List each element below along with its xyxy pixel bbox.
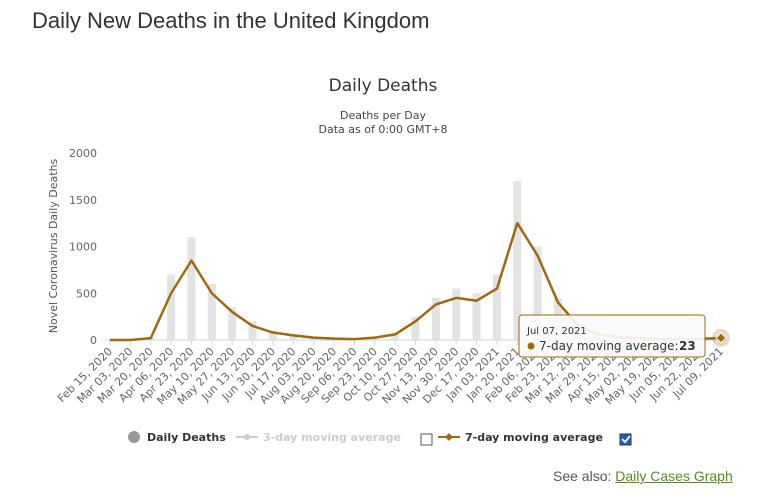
y-tick-label: 1000 xyxy=(69,241,97,254)
legend-label[interactable]: Daily Deaths xyxy=(147,431,226,444)
legend-checkbox[interactable] xyxy=(619,433,632,446)
chart-subtitle: Deaths per Day xyxy=(340,109,426,122)
tooltip-value: 23 xyxy=(679,339,696,353)
legend-icon xyxy=(244,434,250,440)
legend-icon xyxy=(128,431,140,443)
chart-title: Daily Deaths xyxy=(329,76,438,96)
tooltip-label: 7-day moving average: xyxy=(539,339,679,353)
daily-bar xyxy=(533,246,542,340)
legend-label[interactable]: 7-day moving average xyxy=(465,431,603,444)
daily-bar xyxy=(228,307,237,340)
daily-bar xyxy=(472,293,481,340)
checkmark xyxy=(621,435,631,444)
daily-bar xyxy=(207,283,216,340)
daily-cases-link[interactable]: Daily Cases Graph xyxy=(615,468,733,484)
y-axis-label: Novel Coronavirus Daily Deaths xyxy=(47,158,60,333)
legend-checkbox[interactable] xyxy=(420,433,433,446)
tooltip-date: Jul 07, 2021 xyxy=(526,326,587,337)
y-tick-label: 2000 xyxy=(69,147,97,160)
y-tick-label: 0 xyxy=(90,334,97,347)
daily-bar xyxy=(452,288,461,340)
daily-bar xyxy=(411,316,420,340)
y-tick-label: 1500 xyxy=(69,194,97,207)
tooltip xyxy=(518,314,706,358)
see-also-label: See also: xyxy=(553,468,612,484)
daily-bar xyxy=(268,330,277,340)
page-title: Daily New Deaths in the United Kingdom xyxy=(32,8,430,33)
daily-bar xyxy=(492,274,501,340)
daily-bar xyxy=(391,332,400,340)
tooltip-dot xyxy=(527,342,535,350)
daily-bar xyxy=(431,297,440,340)
legend-icon xyxy=(445,433,453,441)
daily-bar xyxy=(167,274,176,340)
see-also: See also: Daily Cases Graph xyxy=(553,468,733,484)
hover-marker xyxy=(715,332,727,344)
daily-bar xyxy=(187,237,196,340)
daily-bar xyxy=(248,321,257,340)
daily-bar xyxy=(513,181,522,340)
daily-bar xyxy=(289,334,298,340)
legend-label[interactable]: 3-day moving average xyxy=(263,431,401,444)
y-tick-label: 500 xyxy=(76,287,97,300)
chart-subtitle: Data as of 0:00 GMT+8 xyxy=(319,123,448,136)
